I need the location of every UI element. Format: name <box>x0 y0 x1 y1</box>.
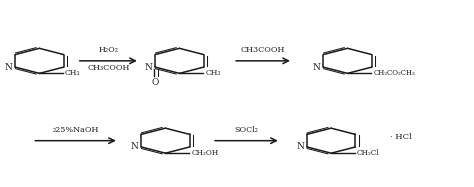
Text: N: N <box>296 142 304 151</box>
Text: H₂O₂: H₂O₂ <box>98 46 118 54</box>
Text: SOCl₂: SOCl₂ <box>235 126 258 134</box>
Text: CH₃: CH₃ <box>205 69 220 77</box>
Text: O: O <box>152 78 159 87</box>
Text: ₂25%NaOH: ₂25%NaOH <box>53 126 99 134</box>
Text: CH₂OH: CH₂OH <box>191 149 219 157</box>
Text: CH₂Cl: CH₂Cl <box>357 149 380 157</box>
Text: CH₃COOH: CH₃COOH <box>87 64 129 72</box>
Text: N: N <box>312 63 320 72</box>
Text: CH3COOH: CH3COOH <box>241 46 285 54</box>
Text: N: N <box>130 142 138 151</box>
Text: N: N <box>4 63 12 72</box>
Text: CH₃: CH₃ <box>65 69 81 77</box>
Text: CH₂CO₂CH₃: CH₂CO₂CH₃ <box>373 69 415 77</box>
Text: N: N <box>145 63 153 72</box>
Text: · HCl: · HCl <box>390 133 412 141</box>
